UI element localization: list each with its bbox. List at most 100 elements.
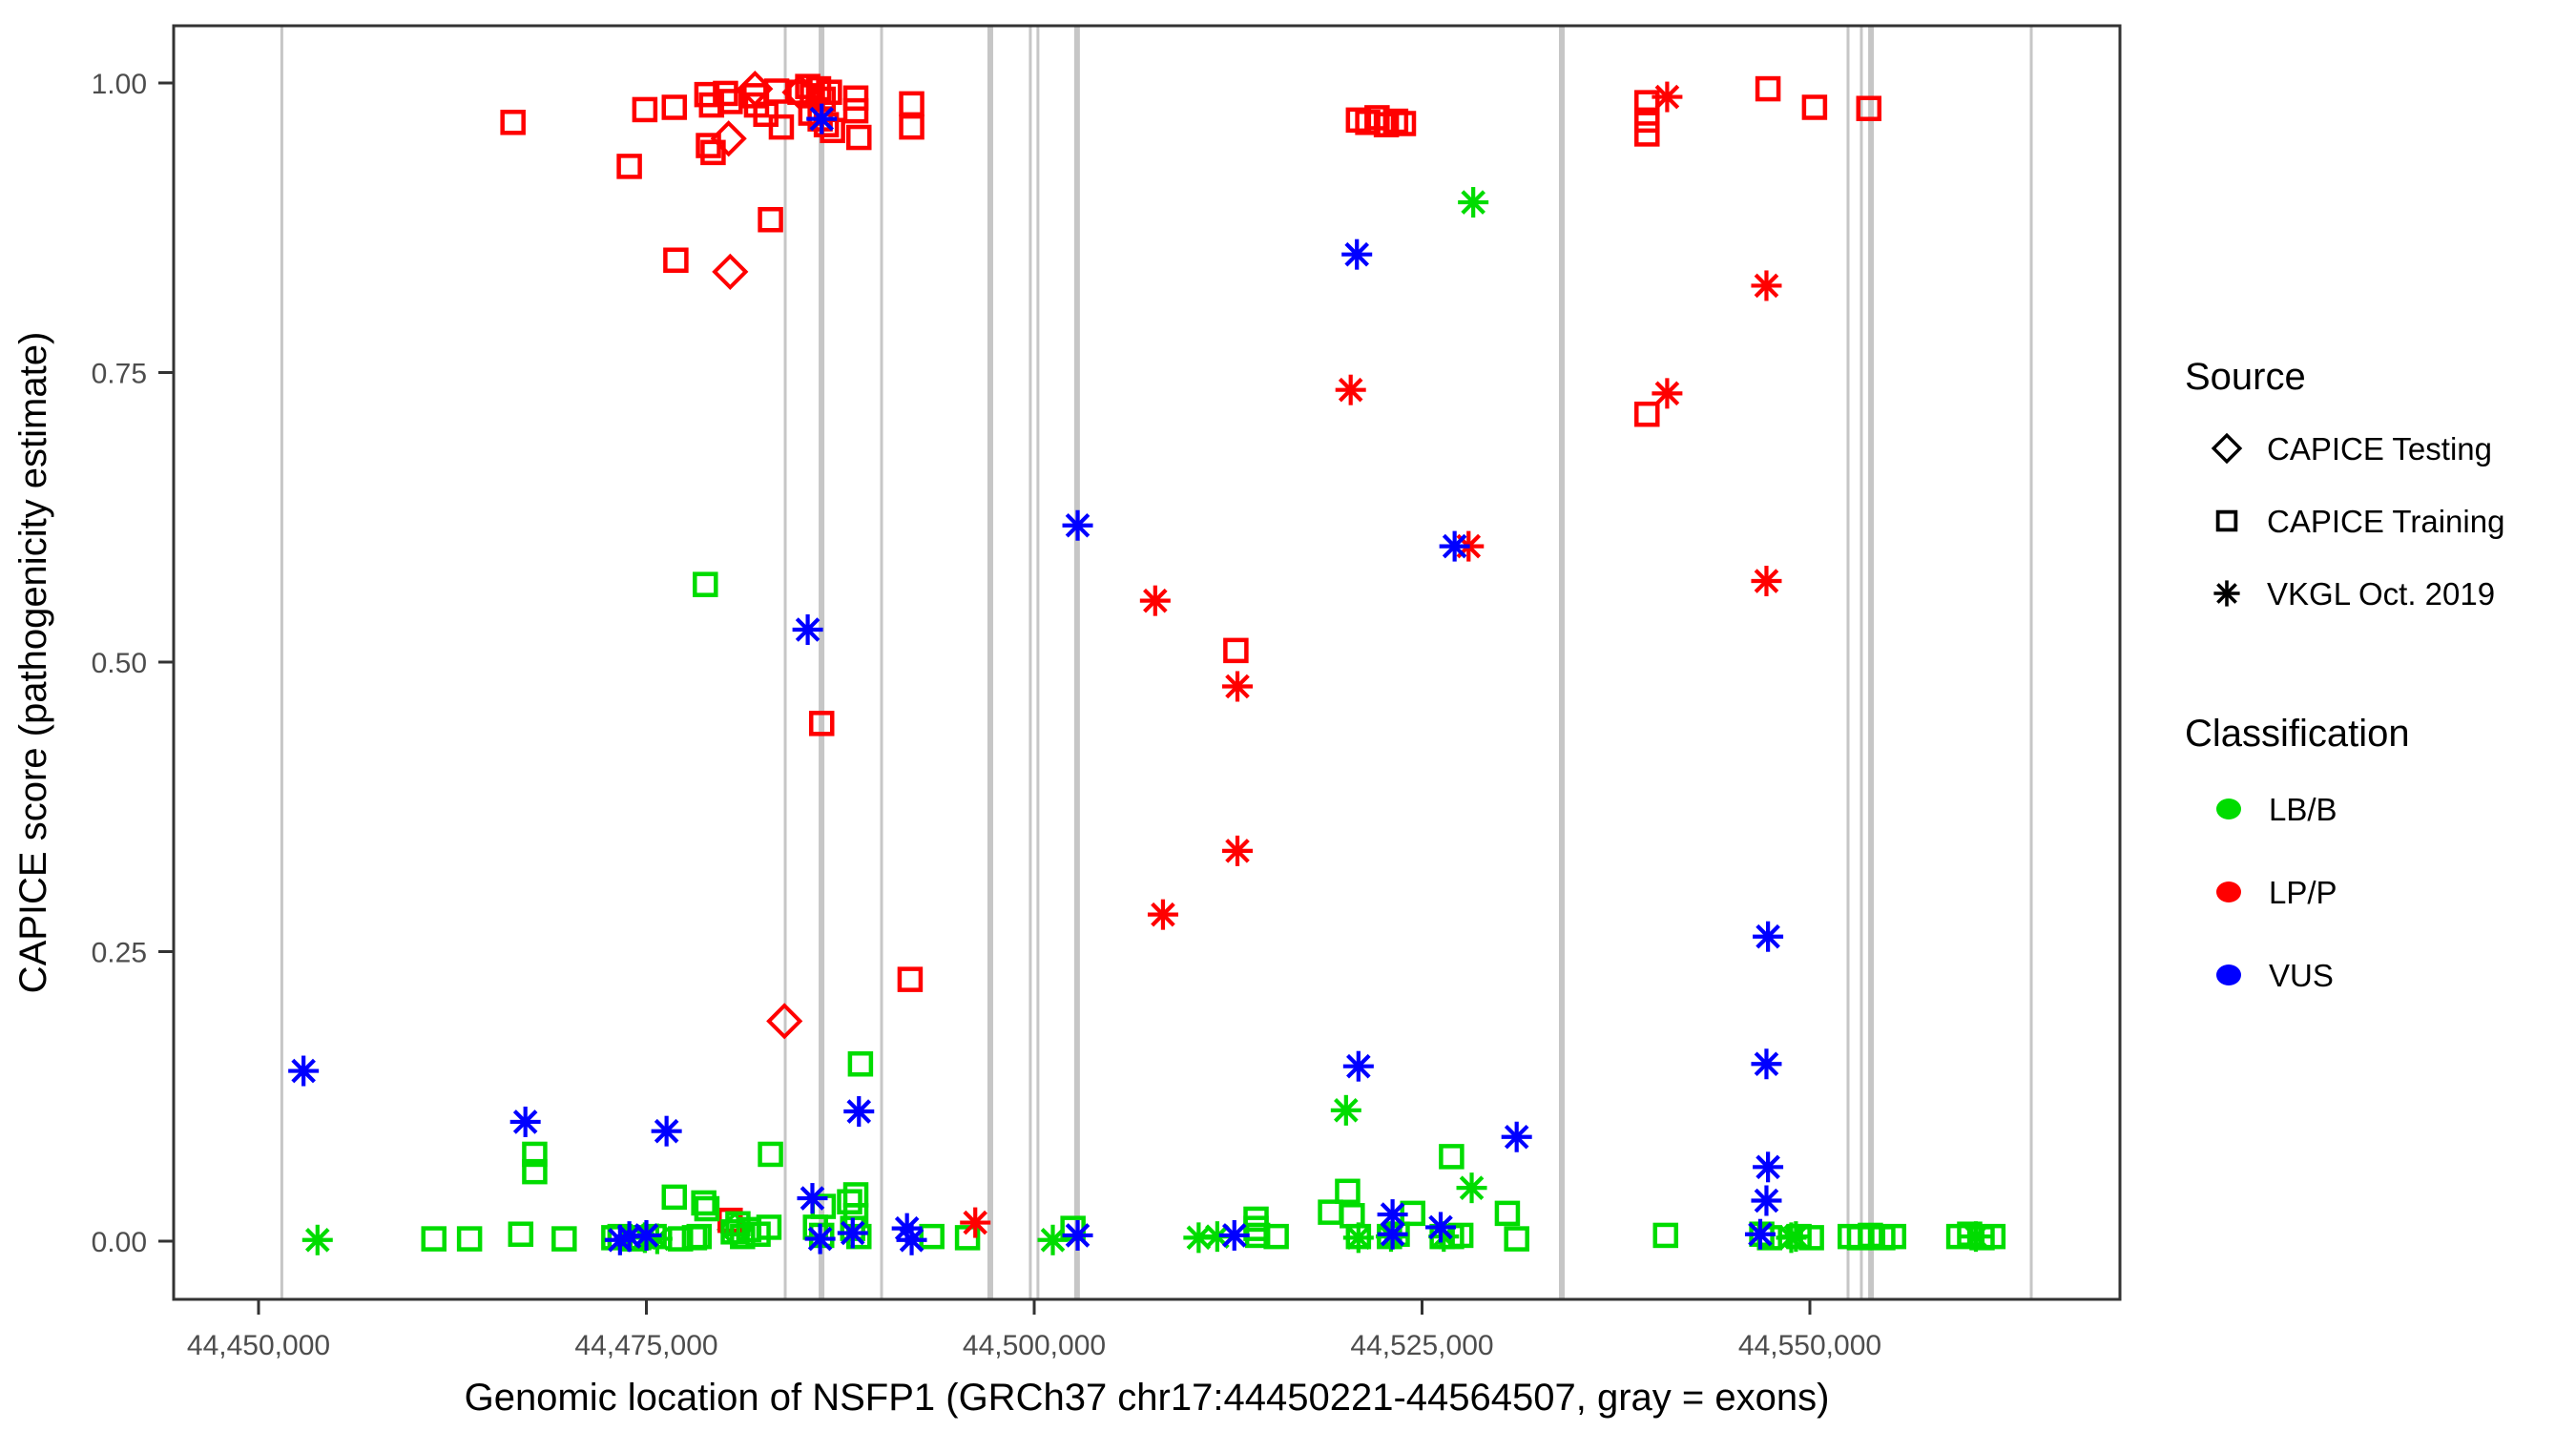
legend-class-item-label: LB/B — [2269, 792, 2337, 827]
data-point — [1458, 187, 1489, 218]
legend-source-title: Source — [2185, 356, 2306, 398]
asterisk-arm — [1459, 1175, 1485, 1200]
asterisk-arm — [1755, 1154, 1780, 1180]
data-point — [1652, 378, 1683, 409]
asterisk-arm — [1065, 1223, 1091, 1248]
asterisk-arm — [1754, 273, 1779, 299]
data-point — [1652, 81, 1683, 113]
data-point — [691, 1190, 717, 1216]
asterisk-arm — [899, 1227, 924, 1253]
data-point — [1263, 1223, 1289, 1250]
data-point — [1960, 1221, 1991, 1253]
data-point — [1147, 899, 1178, 930]
y-tick-label: 0.75 — [92, 359, 147, 390]
legend-source-item-label: CAPICE Training — [2267, 504, 2504, 539]
legend-class-item-label: VUS — [2269, 958, 2334, 993]
data-point — [797, 1183, 828, 1214]
data-point — [847, 1051, 874, 1077]
data-point — [1634, 107, 1660, 134]
data-point — [661, 94, 688, 120]
y-tick-label: 0.50 — [92, 648, 147, 679]
data-point — [551, 1226, 577, 1252]
asterisk-arm — [1963, 1224, 1988, 1249]
data-point — [288, 1055, 320, 1087]
data-point — [1062, 1219, 1093, 1251]
data-point — [837, 1217, 868, 1249]
data-point — [758, 207, 783, 233]
data-point — [500, 110, 526, 135]
data-point — [753, 101, 779, 128]
data-point — [1335, 1178, 1361, 1205]
asterisk-arm — [291, 1058, 316, 1084]
asterisk-arm — [840, 1220, 865, 1246]
asterisk-arm — [1225, 839, 1250, 863]
asterisk-arm — [1143, 588, 1168, 613]
x-tick-label: 44,475,000 — [574, 1330, 717, 1361]
data-point — [1880, 1223, 1907, 1250]
asterisk-arm — [1442, 533, 1467, 559]
exon-gridlines — [280, 26, 2033, 1299]
data-point — [1377, 1218, 1408, 1250]
y-axis: 1.00 0.75 0.50 0.25 0.00 — [92, 69, 174, 1258]
asterisk-arm — [1461, 190, 1485, 215]
data-point — [1780, 1221, 1812, 1253]
asterisk-arm — [807, 1226, 833, 1252]
data-point — [700, 139, 726, 166]
asterisk-arm — [1040, 1227, 1066, 1253]
asterisk-arm — [1755, 923, 1780, 949]
data-point — [1753, 1151, 1784, 1183]
data-point — [421, 1226, 447, 1252]
asterisk-arm — [1225, 674, 1250, 699]
data-point — [713, 80, 738, 107]
legend-class-swatch — [2216, 881, 2241, 902]
asterisk-arm — [846, 1099, 872, 1124]
legend-class-swatch — [2216, 798, 2241, 819]
data-point — [846, 124, 872, 151]
legend-source-item-label: VKGL Oct. 2019 — [2267, 576, 2495, 612]
data-point — [1439, 530, 1470, 562]
data-point — [837, 1189, 862, 1214]
data-point — [899, 91, 924, 117]
asterisk-arm — [1205, 1224, 1230, 1249]
data-point — [897, 966, 924, 992]
legend-class-swatch — [2216, 964, 2241, 985]
asterisk-arm — [1783, 1224, 1809, 1249]
data-point — [631, 1219, 662, 1251]
data-point — [1222, 835, 1254, 866]
asterisk-arm — [1151, 902, 1175, 927]
data-point — [1139, 585, 1171, 616]
asterisk-arm — [809, 106, 835, 132]
data-point — [843, 1096, 875, 1128]
data-point — [1801, 94, 1828, 120]
data-point — [522, 1141, 548, 1168]
asterisk-arm — [795, 617, 821, 642]
data-point — [717, 89, 743, 114]
asterisk-arm — [1334, 1098, 1359, 1123]
asterisk-arm — [1380, 1202, 1405, 1227]
asterisk-arm — [963, 1210, 988, 1235]
asterisk-arm — [1754, 1188, 1779, 1213]
data-point — [842, 85, 869, 112]
data-point — [522, 1158, 548, 1185]
data-point — [960, 1207, 991, 1238]
legend-source: Source CAPICE Testing CAPICE Training VKGL… — [2185, 356, 2504, 612]
x-tick-label: 44,500,000 — [963, 1330, 1106, 1361]
data-point — [509, 1106, 541, 1137]
asterisk-arm — [2216, 583, 2237, 604]
legend-source-item-label: CAPICE Testing — [2267, 431, 2492, 467]
data-point — [792, 614, 823, 646]
x-tick-label: 44,450,000 — [187, 1330, 330, 1361]
data-point — [663, 247, 689, 273]
data-point — [842, 97, 869, 124]
data-point — [1342, 1050, 1374, 1082]
data-point — [1751, 1185, 1782, 1216]
y-tick-label: 0.00 — [92, 1227, 147, 1258]
asterisk-arm — [634, 1223, 659, 1248]
asterisk-arm — [1346, 1053, 1371, 1079]
data-point — [763, 78, 790, 104]
data-point — [1751, 566, 1782, 597]
x-axis: 44,450,000 44,475,000 44,500,000 44,525,000… — [187, 1299, 1881, 1361]
asterisk-arm — [1338, 377, 1363, 403]
data-point — [1744, 1218, 1776, 1250]
x-tick-label: 44,525,000 — [1350, 1330, 1493, 1361]
